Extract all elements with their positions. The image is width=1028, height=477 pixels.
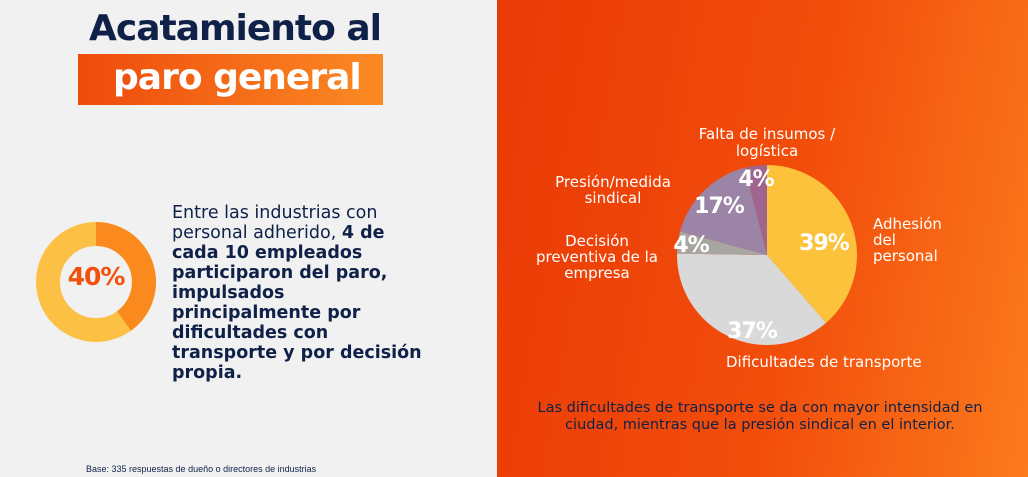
pie-slice bbox=[680, 167, 767, 255]
pie-value-label: 4% bbox=[738, 167, 774, 192]
pie-value-label: 4% bbox=[673, 233, 709, 258]
stat-text-normal: Entre las industrias con personal adheri… bbox=[172, 203, 378, 243]
pie-category-label: Dificultades de transporte bbox=[726, 353, 922, 371]
donut-fill bbox=[36, 222, 156, 342]
pie-value-label: 17% bbox=[694, 194, 745, 219]
pie-slice bbox=[744, 165, 767, 255]
donut-percent-label: 40% bbox=[67, 262, 126, 291]
pie-category-line: sindical bbox=[585, 189, 642, 207]
pie-value-label: 39% bbox=[799, 231, 850, 256]
stat-text-bold: 4 de cada 10 empleados participaron del … bbox=[172, 223, 422, 383]
title-highlight-box bbox=[78, 54, 383, 105]
title-line-1: Acatamiento al bbox=[89, 8, 382, 49]
pie-category-line: empresa bbox=[564, 264, 629, 282]
base-note: Base: 335 respuestas de dueño o director… bbox=[86, 464, 317, 474]
title-line-2: paro general bbox=[113, 57, 362, 98]
participation-donut bbox=[36, 222, 156, 342]
pie-category-line: del bbox=[873, 231, 896, 249]
pie-category-line: Falta de insumos / bbox=[699, 125, 836, 143]
reasons-pie-chart: 39%37%4%17%4% Adhesión del personalDificul… bbox=[536, 125, 942, 371]
chart-footnote: Las dificultades de transporte se da con… bbox=[537, 400, 983, 433]
pie-slice bbox=[677, 231, 767, 255]
pie-category-line: Adhesión bbox=[873, 215, 942, 233]
pie-category-line: logística bbox=[736, 142, 798, 160]
pie-category-label: Falta de insumos / logística bbox=[699, 125, 836, 160]
pie-value-label: 37% bbox=[727, 319, 778, 344]
pie-category-line: preventiva de la bbox=[536, 248, 658, 266]
pie-category-line: Dificultades de transporte bbox=[726, 353, 922, 371]
stat-description: Entre las industrias con personal adheri… bbox=[172, 203, 432, 383]
pie-category-line: Decisión bbox=[565, 232, 629, 250]
pie-category-line: Presión/medida bbox=[555, 173, 671, 191]
pie-category-label: Adhesión del personal bbox=[873, 215, 942, 265]
pie-category-label: Presión/medida sindical bbox=[555, 173, 671, 207]
pie-category-label: Decisión preventiva de la empresa bbox=[536, 232, 658, 282]
pie-slice bbox=[676, 253, 827, 345]
pie-slice bbox=[767, 165, 857, 323]
pie-category-line: personal bbox=[873, 247, 938, 265]
